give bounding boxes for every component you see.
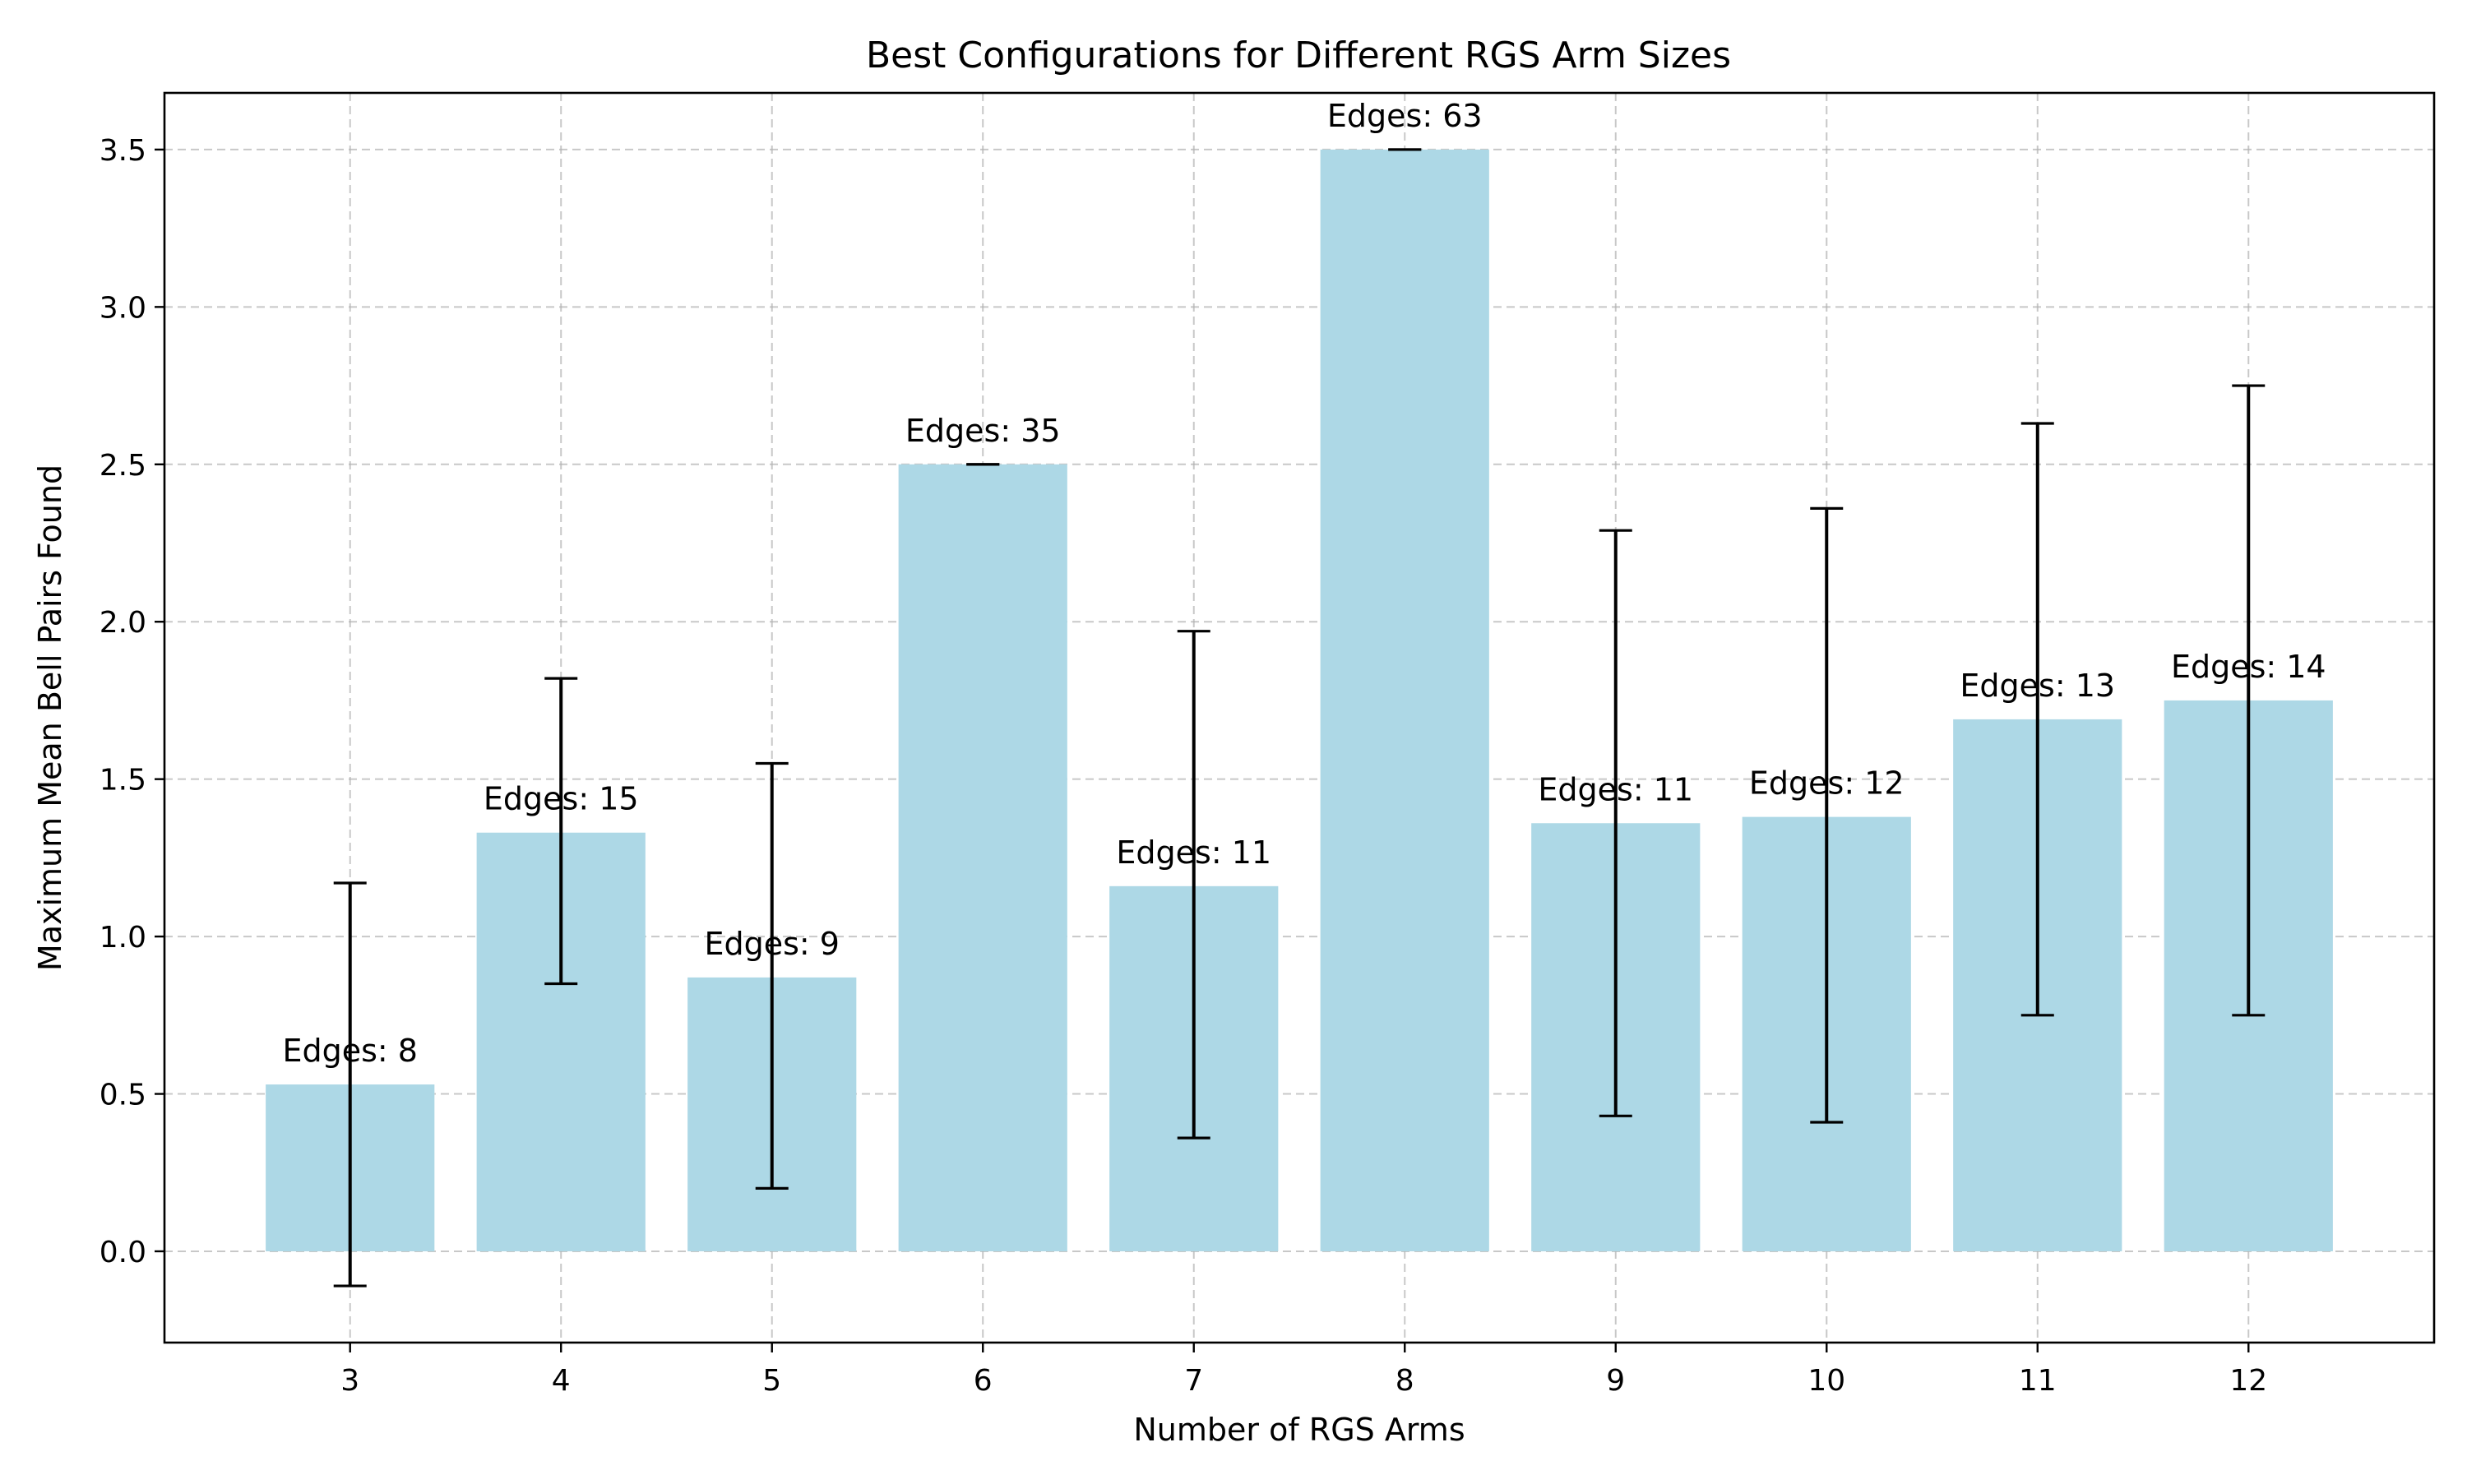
bar-annotation: Edges: 35 bbox=[905, 413, 1061, 449]
bar-annotation: Edges: 63 bbox=[1327, 98, 1483, 134]
y-tick-label: 1.5 bbox=[100, 764, 146, 797]
x-tick-label: 12 bbox=[2229, 1364, 2267, 1398]
x-tick-label: 10 bbox=[1807, 1364, 1845, 1398]
y-tick-label: 3.0 bbox=[100, 291, 146, 325]
bar-annotation: Edges: 11 bbox=[1116, 834, 1271, 871]
bar-annotation: Edges: 12 bbox=[1749, 765, 1905, 802]
x-tick-label: 9 bbox=[1606, 1364, 1625, 1398]
x-axis-label: Number of RGS Arms bbox=[1133, 1412, 1465, 1448]
bar-annotation: Edges: 9 bbox=[704, 926, 840, 962]
chart-title: Best Configurations for Different RGS Ar… bbox=[866, 35, 1731, 76]
y-tick-label: 2.0 bbox=[100, 606, 146, 640]
x-tick-label: 11 bbox=[2019, 1364, 2057, 1398]
x-tick-label: 8 bbox=[1395, 1364, 1414, 1398]
y-tick-label: 0.0 bbox=[100, 1236, 146, 1269]
x-tick-label: 6 bbox=[974, 1364, 993, 1398]
x-tick-label: 3 bbox=[340, 1364, 359, 1398]
x-axis-ticks: 3 4 5 6 7 8 9 10 11 12 bbox=[340, 1343, 2267, 1398]
bar-annotation: Edges: 8 bbox=[282, 1033, 418, 1069]
y-tick-label: 0.5 bbox=[100, 1079, 146, 1112]
y-axis-label: Maximum Mean Bell Pairs Found bbox=[32, 465, 68, 971]
y-tick-label: 2.5 bbox=[100, 449, 146, 483]
plot-frame bbox=[163, 91, 2436, 1344]
y-tick-label: 3.5 bbox=[100, 134, 146, 168]
bar-annotation: Edges: 15 bbox=[484, 781, 639, 817]
bar-labels-layer: Edges: 8 Edges: 15 Edges: 9 Edges: 35 Edges:… bbox=[282, 98, 2326, 1069]
y-axis-ticks: 0.0 0.5 1.0 1.5 2.0 2.5 3.0 3.5 bbox=[100, 134, 164, 1269]
bar-annotation: Edges: 11 bbox=[1538, 771, 1693, 807]
bar bbox=[898, 464, 1067, 1251]
x-tick-label: 7 bbox=[1184, 1364, 1203, 1398]
y-tick-label: 1.0 bbox=[100, 921, 146, 955]
x-tick-label: 4 bbox=[552, 1364, 571, 1398]
bar bbox=[1320, 149, 1489, 1251]
x-tick-label: 5 bbox=[762, 1364, 781, 1398]
bar-annotation: Edges: 13 bbox=[1960, 668, 2115, 704]
error-bars-layer bbox=[333, 148, 2266, 1288]
bar-annotation: Edges: 14 bbox=[2171, 649, 2326, 685]
